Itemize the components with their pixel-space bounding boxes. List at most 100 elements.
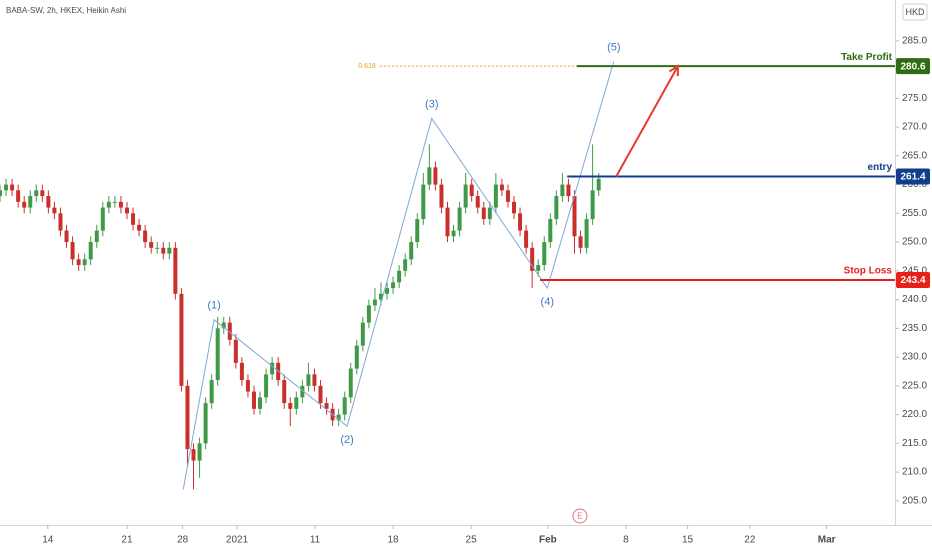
candle-body [233,339,238,363]
candle-body [300,385,305,398]
candle-body [409,242,414,260]
candle-body [391,282,396,289]
candle-body [294,397,299,409]
candle-body [578,236,583,248]
candle-body [324,403,329,409]
candle-body [433,167,438,185]
y-tick-label: 240.0 [902,294,927,305]
price-tag-label: 261.4 [900,172,925,183]
candle-body [530,247,535,271]
candle-body [536,265,541,271]
candle-body [245,380,250,392]
candle-body [457,207,462,231]
candle-body [469,184,474,197]
y-tick-label: 245.0 [902,265,927,276]
candle-body [397,270,402,283]
x-tick-label: 25 [466,535,478,546]
x-tick-label: 14 [42,535,54,546]
candle-body [4,184,9,191]
level-name: Take Profit [841,52,893,63]
candle-body [282,380,287,404]
candle-body [155,247,160,249]
candle-body [542,242,547,266]
candle-body [118,201,123,208]
candle-body [385,288,390,294]
candle-body [112,201,117,203]
candle-body [161,247,166,254]
candle-body [318,385,323,404]
candle-body [179,293,184,386]
candle-body [372,299,377,306]
candle-body [100,207,105,231]
x-tick-label: 28 [177,535,189,546]
x-tick-label: 2021 [226,535,249,546]
price-tag-label: 243.4 [900,275,925,286]
symbol-title: BABA-SW, 2h, HKEX, Heikin Ashi [6,6,126,15]
level-name: entry [868,162,893,173]
y-tick-label: 205.0 [902,495,927,506]
candle-body [354,345,359,369]
candle-body [421,184,426,220]
candle-body [348,368,353,398]
candle-body [451,230,456,237]
candle-body [590,190,595,220]
x-tick-label: 21 [121,535,133,546]
candle-body [215,328,220,381]
projection-arrow [615,65,679,178]
y-tick-label: 260.0 [902,179,927,190]
candle-body [524,230,529,248]
candle-body [82,259,87,266]
y-tick-label: 225.0 [902,380,927,391]
level-name: Stop Loss [844,266,893,277]
candle-body [481,207,486,220]
arrow-head [668,64,679,77]
x-tick-label: 15 [682,535,694,546]
candle-body [16,190,21,202]
candle-body [40,190,45,197]
candle-body [10,184,15,191]
candle-body [106,201,111,208]
y-tick-label: 285.0 [902,35,927,46]
candle-body [167,247,172,254]
candle-body [191,449,196,461]
event-marker [572,508,588,524]
candle-body [131,213,136,225]
candle-body [143,230,148,243]
candle-body [312,374,317,386]
y-tick-label: 230.0 [902,352,927,363]
candle-body [360,322,365,346]
candle-body [173,247,178,294]
candle-body [124,207,129,214]
y-tick-label: 220.0 [902,409,927,420]
wave-label: (3) [425,98,438,110]
price-tag-label: 280.6 [900,61,925,72]
candle-body [584,219,589,248]
fib-label: 0.618 [358,63,376,70]
candle-body [0,190,2,197]
candle-body [572,196,577,237]
candle-body [58,213,63,231]
x-tick-label: 18 [388,535,400,546]
wave-label: (2) [340,434,353,446]
y-tick-label: 270.0 [902,122,927,133]
candle-body [366,305,371,323]
y-tick-label: 215.0 [902,438,927,449]
candle-body [46,196,51,208]
x-tick-label: 11 [310,535,321,546]
candle-body [403,259,408,271]
candle-body [239,362,244,381]
candle-body [76,259,81,266]
currency-box[interactable] [902,3,928,21]
candle-body [197,443,202,461]
y-tick-label: 275.0 [902,93,927,104]
currency: HKD [905,7,925,17]
candle-body [264,374,269,398]
candle-body [439,184,444,208]
candle-body [518,213,523,231]
y-tick-label: 250.0 [902,237,927,248]
candle-body [596,178,601,191]
wave-label: (5) [607,41,620,53]
candle-body [185,385,190,450]
